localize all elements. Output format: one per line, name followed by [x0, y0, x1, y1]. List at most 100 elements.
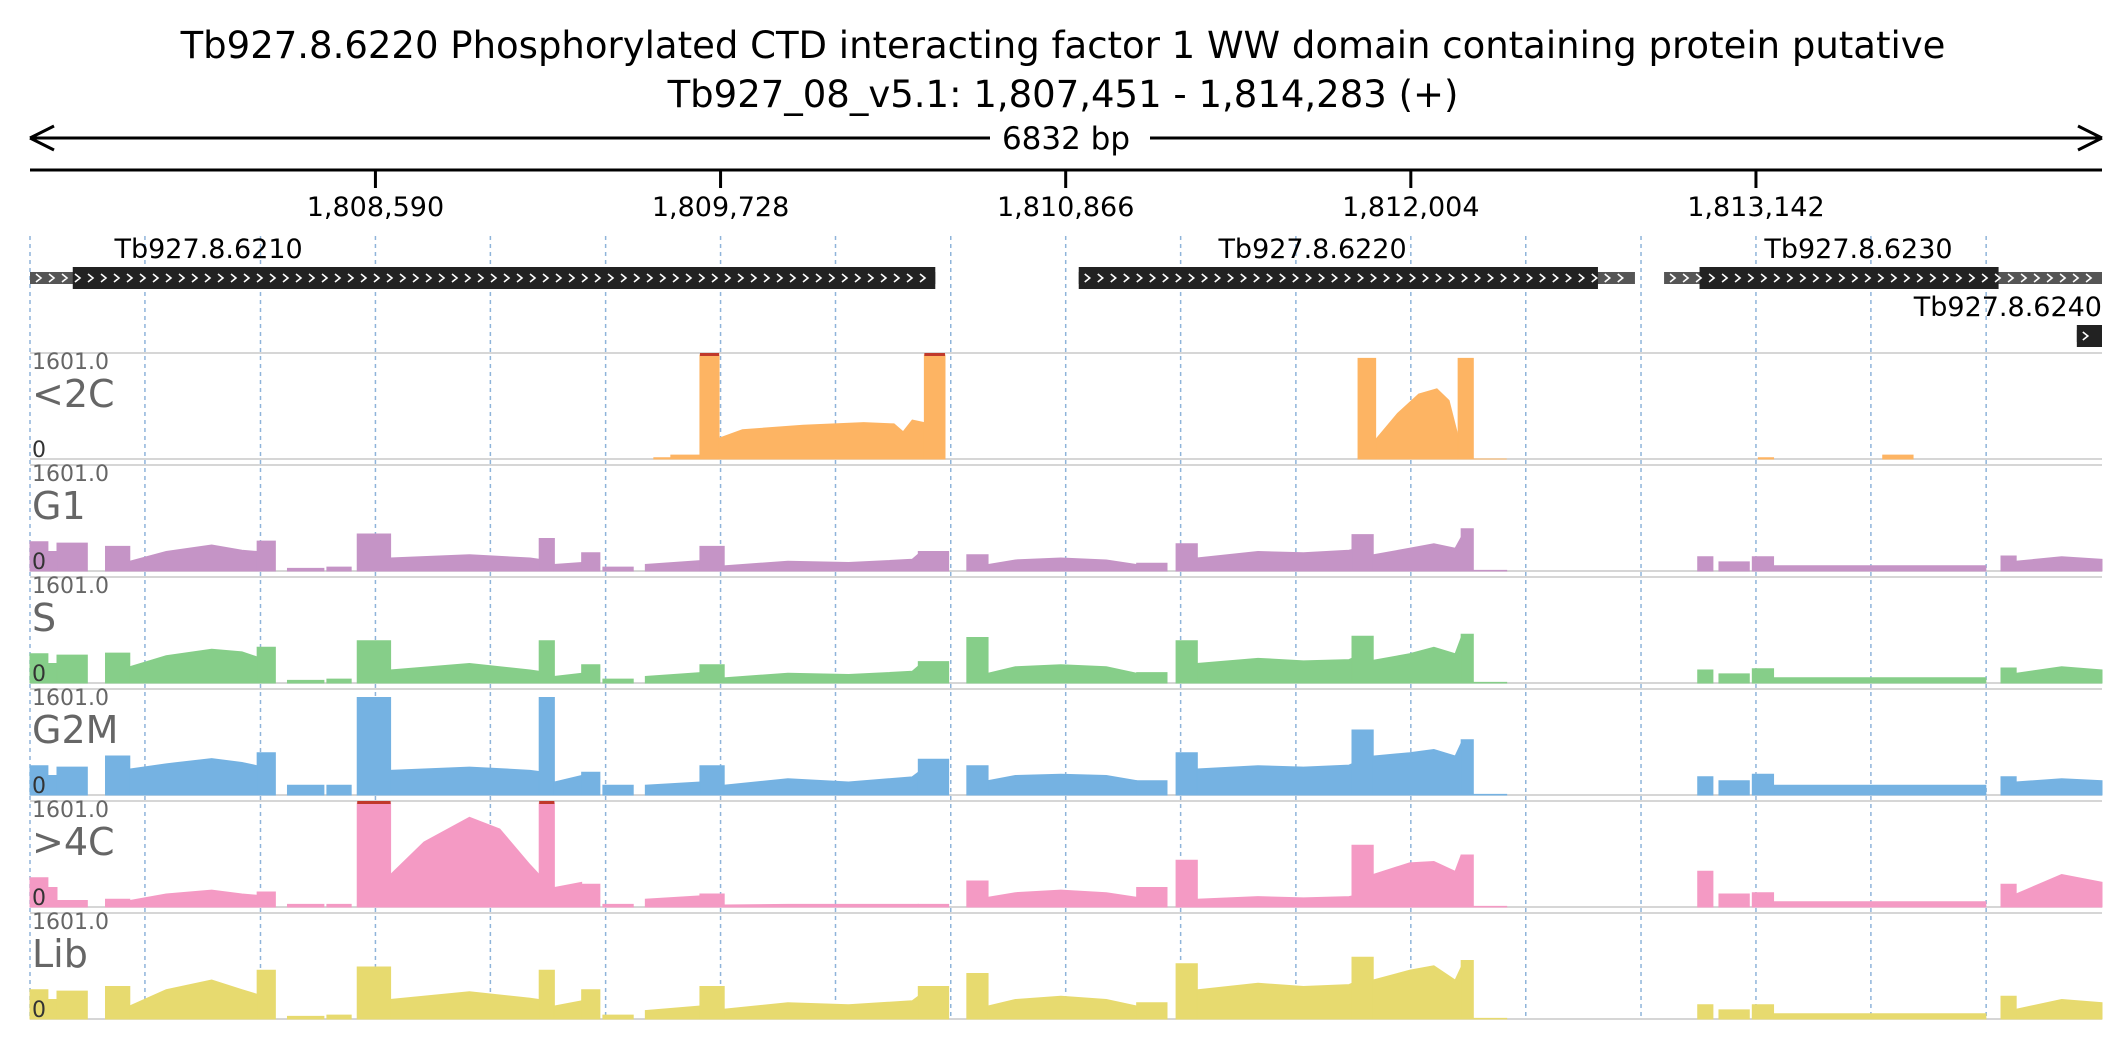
- coverage-area: [602, 678, 634, 684]
- coverage-area: [538, 802, 555, 908]
- axis-tick-label-0: 1,808,590: [307, 192, 444, 223]
- coverage-area: [1351, 844, 1374, 908]
- coverage-area: [1372, 536, 1462, 572]
- coverage-area: [1372, 854, 1462, 908]
- coverage-area: [47, 551, 58, 572]
- coverage-area: [1372, 637, 1462, 684]
- coverage-area: [256, 540, 276, 572]
- gene-label-3: Tb927.8.6240: [1913, 292, 2102, 323]
- coverage-area: [390, 766, 540, 796]
- coverage-area: [47, 775, 58, 796]
- coverage-area: [987, 773, 1138, 796]
- coverage-area: [2015, 666, 2103, 684]
- coverage-area: [356, 966, 392, 1020]
- coverage-area: [1136, 887, 1168, 908]
- coverage-area: [1697, 776, 1714, 796]
- coverage-area: [538, 969, 555, 1020]
- coverage-area: [1460, 739, 1474, 796]
- coverage-area: [105, 898, 131, 908]
- coverage-area: [966, 880, 989, 908]
- coverage-area: [105, 652, 131, 684]
- strand-chevron-icon: [35, 273, 927, 283]
- coverage-area: [723, 553, 919, 572]
- coverage-area: [553, 672, 583, 684]
- gene-1: Tb927.8.6220: [1078, 234, 1635, 289]
- coverage-area: [699, 893, 725, 908]
- coverage-area: [326, 678, 352, 684]
- coverage-area: [1751, 773, 1775, 796]
- coverage-area: [1375, 388, 1459, 460]
- coverage-area: [1773, 784, 1987, 796]
- coverage-area: [29, 541, 49, 572]
- coverage-area: [1773, 901, 1987, 908]
- coverage-area: [644, 1005, 701, 1020]
- coverage-area: [917, 551, 950, 572]
- track-max-label: 1601.0: [32, 462, 109, 487]
- coverage-area: [326, 566, 352, 572]
- coverage-area: [581, 989, 601, 1020]
- track-name-label: G2M: [32, 708, 118, 752]
- coverage-area: [917, 758, 950, 796]
- coverage-area: [29, 989, 49, 1020]
- coverage-area: [390, 663, 540, 684]
- coverage-area: [1196, 982, 1353, 1020]
- coverage-area: [1697, 870, 1714, 908]
- coverage-area: [1697, 669, 1714, 684]
- coverage-area: [1718, 780, 1750, 796]
- gene-2: Tb927.8.6230: [1664, 234, 2102, 289]
- track-min-label: 0: [32, 774, 46, 799]
- coverage-area: [553, 881, 583, 908]
- coverage-area: [987, 995, 1138, 1020]
- coverage-area: [581, 771, 601, 796]
- coverage-area: [326, 1014, 352, 1020]
- coverage-area: [723, 995, 919, 1020]
- track-min-label: 0: [32, 662, 46, 687]
- coverage-area: [917, 661, 950, 684]
- coverage-area: [129, 648, 258, 684]
- coverage-area: [917, 903, 950, 908]
- track-max-label: 1601.0: [32, 574, 109, 599]
- coverage-area: [105, 755, 131, 796]
- track-1: 1601.0G1 0: [29, 462, 2103, 575]
- coverage-area: [29, 653, 49, 684]
- coverage-area: [1757, 457, 1775, 460]
- coverage-area: [917, 986, 950, 1020]
- coverage-area: [1460, 633, 1474, 684]
- coverage-area: [1357, 357, 1377, 460]
- coverage-area: [390, 816, 540, 908]
- track-max-label: 1601.0: [32, 686, 109, 711]
- track-name-label: S: [32, 596, 56, 640]
- coverage-area: [129, 979, 258, 1020]
- coverage-tracks: 1601.0<2C01601.0G101601.0S01601.0G2M0160…: [29, 350, 2103, 1023]
- coverage-area: [47, 887, 58, 908]
- track-name-label: <2C: [32, 372, 115, 416]
- coverage-area: [1773, 1013, 1987, 1020]
- coverage-area: [1718, 561, 1750, 572]
- arrow-right-icon: [2077, 124, 2103, 152]
- coverage-area: [105, 986, 131, 1020]
- coverage-area: [1196, 548, 1353, 572]
- coverage-area: [581, 883, 601, 908]
- axis-tick-label-2: 1,810,866: [997, 192, 1134, 223]
- track-min-label: 0: [32, 886, 46, 911]
- coverage-area: [1718, 673, 1750, 684]
- coverage-area: [581, 664, 601, 684]
- track-min-label: 0: [32, 550, 46, 575]
- coverage-area: [987, 889, 1138, 908]
- gene-cds-0: [72, 267, 936, 289]
- coverage-area: [256, 752, 276, 796]
- coverage-area: [1351, 534, 1374, 572]
- coverage-area: [1175, 752, 1198, 796]
- coverage-area: [1472, 905, 1508, 908]
- coverage-area: [1718, 1009, 1750, 1020]
- coverage-area: [1136, 1002, 1168, 1020]
- coverage-area: [356, 533, 392, 572]
- coverage-area: [256, 646, 276, 684]
- gene-label-2: Tb927.8.6230: [1763, 234, 1952, 265]
- coverage-area: [56, 542, 88, 572]
- coverage-area: [390, 554, 540, 572]
- coverage-area: [644, 560, 701, 572]
- coverage-area: [256, 891, 276, 908]
- coverage-area: [2015, 556, 2103, 572]
